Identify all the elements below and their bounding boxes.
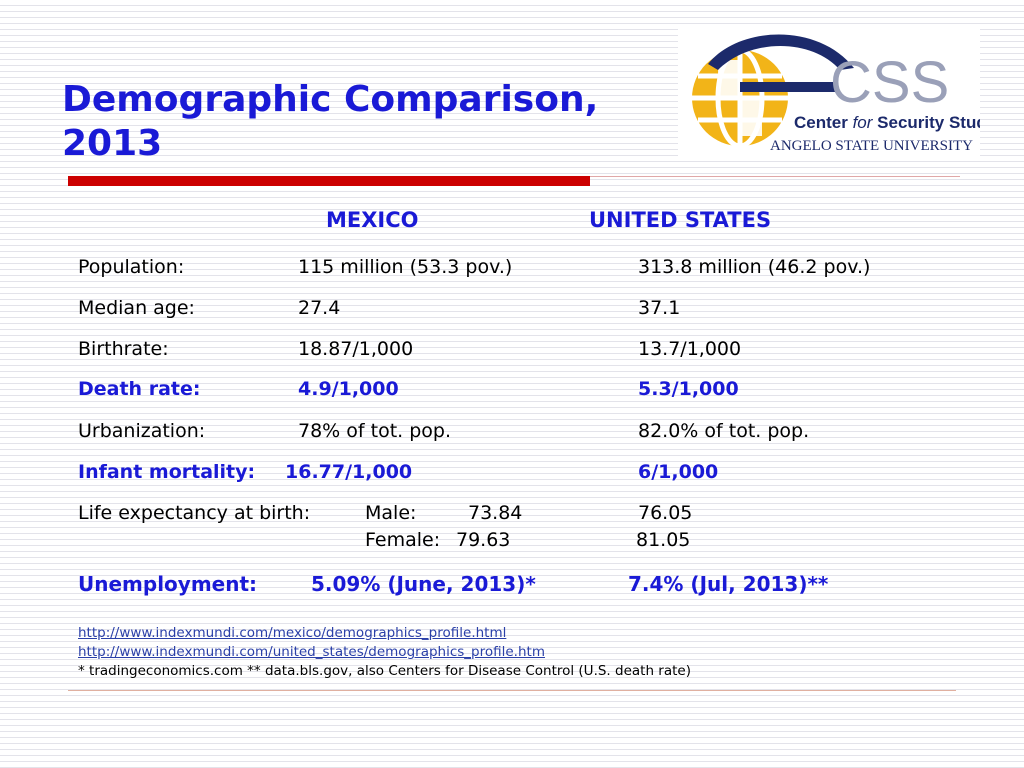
css-logo: CSS Center for Security Studies ANGELO S… <box>678 24 980 156</box>
row-label: Unemployment: <box>78 572 258 596</box>
arc-swoosh <box>708 34 854 70</box>
us-value: 82.0% of tot. pop. <box>638 420 810 442</box>
female-mexico-value: 79.63 <box>456 529 511 551</box>
row-label: Population: <box>78 256 185 278</box>
mexico-value: 18.87/1,000 <box>298 338 414 360</box>
slide-title: Demographic Comparison, 2013 <box>62 78 662 166</box>
footnote: * tradingeconomics.com ** data.bls.gov, … <box>78 663 691 679</box>
source-link-mexico[interactable]: http://www.indexmundi.com/mexico/demogra… <box>78 625 507 641</box>
column-header-mexico: MEXICO <box>326 208 419 232</box>
mexico-value: 16.77/1,000 <box>285 461 413 483</box>
mexico-value: 78% of tot. pop. <box>298 420 452 442</box>
female-label: Female: <box>365 529 441 551</box>
us-value: 313.8 million (46.2 pov.) <box>638 256 871 278</box>
mexico-value: 4.9/1,000 <box>298 378 399 400</box>
mexico-value: 115 million (53.3 pov.) <box>298 256 513 278</box>
logo-university: ANGELO STATE UNIVERSITY <box>770 138 973 154</box>
us-value: 7.4% (Jul, 2013)** <box>628 572 829 596</box>
male-label: Male: <box>365 502 417 524</box>
column-header-us: UNITED STATES <box>589 208 772 232</box>
title-line-2: 2013 <box>62 123 163 164</box>
row-label: Median age: <box>78 297 195 319</box>
mexico-value: 27.4 <box>298 297 341 319</box>
title-line-1: Demographic Comparison, <box>62 79 599 120</box>
row-label: Infant mortality: <box>78 461 256 483</box>
row-label: Urbanization: <box>78 420 206 442</box>
logo-acronym: CSS <box>830 50 949 115</box>
us-value: 37.1 <box>638 297 681 319</box>
female-us-value: 81.05 <box>636 529 691 551</box>
globe-icon <box>692 47 788 149</box>
css-logo-graphic: CSS Center for Security Studies ANGELO S… <box>692 34 980 154</box>
male-mexico-value: 73.84 <box>468 502 523 524</box>
title-underline-thin <box>590 176 960 177</box>
mexico-value: 5.09% (June, 2013)* <box>311 572 536 596</box>
logo-center-name: Center for Security Studies <box>794 113 980 132</box>
source-link-us[interactable]: http://www.indexmundi.com/united_states/… <box>78 644 545 660</box>
us-value: 6/1,000 <box>638 461 719 483</box>
arc-bar <box>740 82 836 92</box>
row-label: Life expectancy at birth: <box>78 502 311 524</box>
footer-divider <box>68 690 956 691</box>
us-value: 5.3/1,000 <box>638 378 739 400</box>
row-label: Birthrate: <box>78 338 169 360</box>
male-us-value: 76.05 <box>638 502 693 524</box>
title-underline-red <box>68 176 590 186</box>
us-value: 13.7/1,000 <box>638 338 742 360</box>
row-label: Death rate: <box>78 378 201 400</box>
